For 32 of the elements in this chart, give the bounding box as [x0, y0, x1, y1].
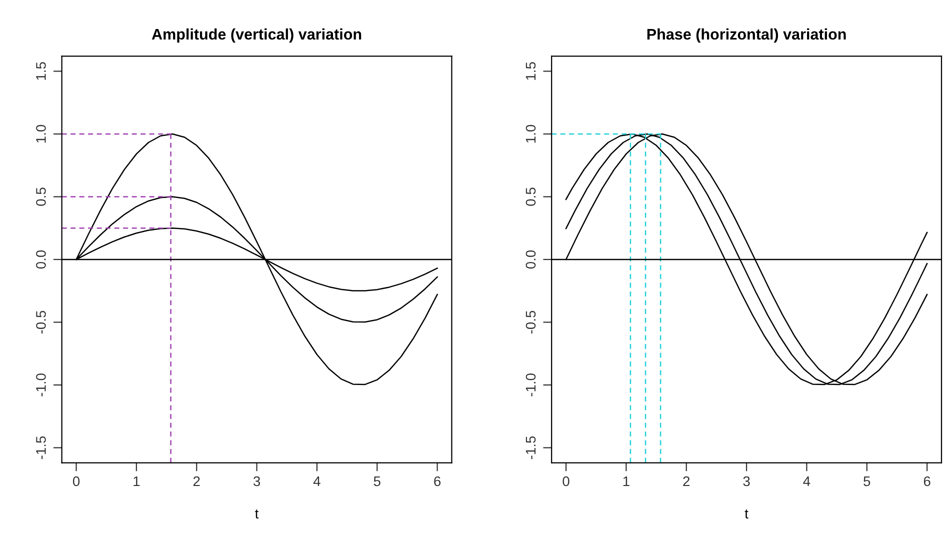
y-tick-label: 1.5: [36, 62, 46, 80]
x-tick-label: 4: [313, 476, 320, 486]
x-axis-title: t: [255, 509, 259, 519]
x-tick-label: 2: [193, 476, 200, 486]
x-tick-label: 3: [253, 476, 260, 486]
y-tick-label: 0.0: [526, 250, 536, 269]
x-tick-label: 6: [924, 476, 930, 486]
y-tick-label: 0.5: [526, 188, 536, 206]
y-tick-label: 0.0: [36, 250, 46, 269]
y-tick-label: -1.0: [36, 374, 46, 396]
x-tick-label: 1: [623, 476, 630, 486]
x-tick-label: 1: [134, 476, 140, 486]
x-tick-label: 5: [864, 476, 870, 486]
x-tick-label: 6: [434, 476, 441, 486]
y-tick-label: -0.5: [526, 310, 536, 334]
y-tick-label: 1.0: [526, 124, 536, 143]
x-tick-label: 3: [743, 476, 750, 486]
y-tick-label: 1.5: [526, 62, 536, 80]
x-tick-label: 0: [562, 476, 570, 486]
x-tick-label: 0: [72, 476, 80, 486]
y-tick-label: 1.0: [36, 124, 46, 143]
y-tick-label: -1.5: [36, 436, 46, 460]
chart-title: Phase (horizontal) variation: [647, 28, 846, 43]
y-tick-label: -0.5: [36, 310, 46, 334]
x-tick-label: 2: [683, 476, 690, 486]
y-tick-label: 0.5: [36, 188, 46, 206]
chart-title: Amplitude (vertical) variation: [152, 28, 362, 43]
y-tick-label: -1.5: [526, 436, 536, 460]
y-tick-label: -1.0: [526, 374, 536, 396]
x-tick-label: 5: [374, 476, 380, 486]
x-axis-title: t: [744, 509, 748, 519]
x-tick-label: 4: [803, 476, 810, 486]
